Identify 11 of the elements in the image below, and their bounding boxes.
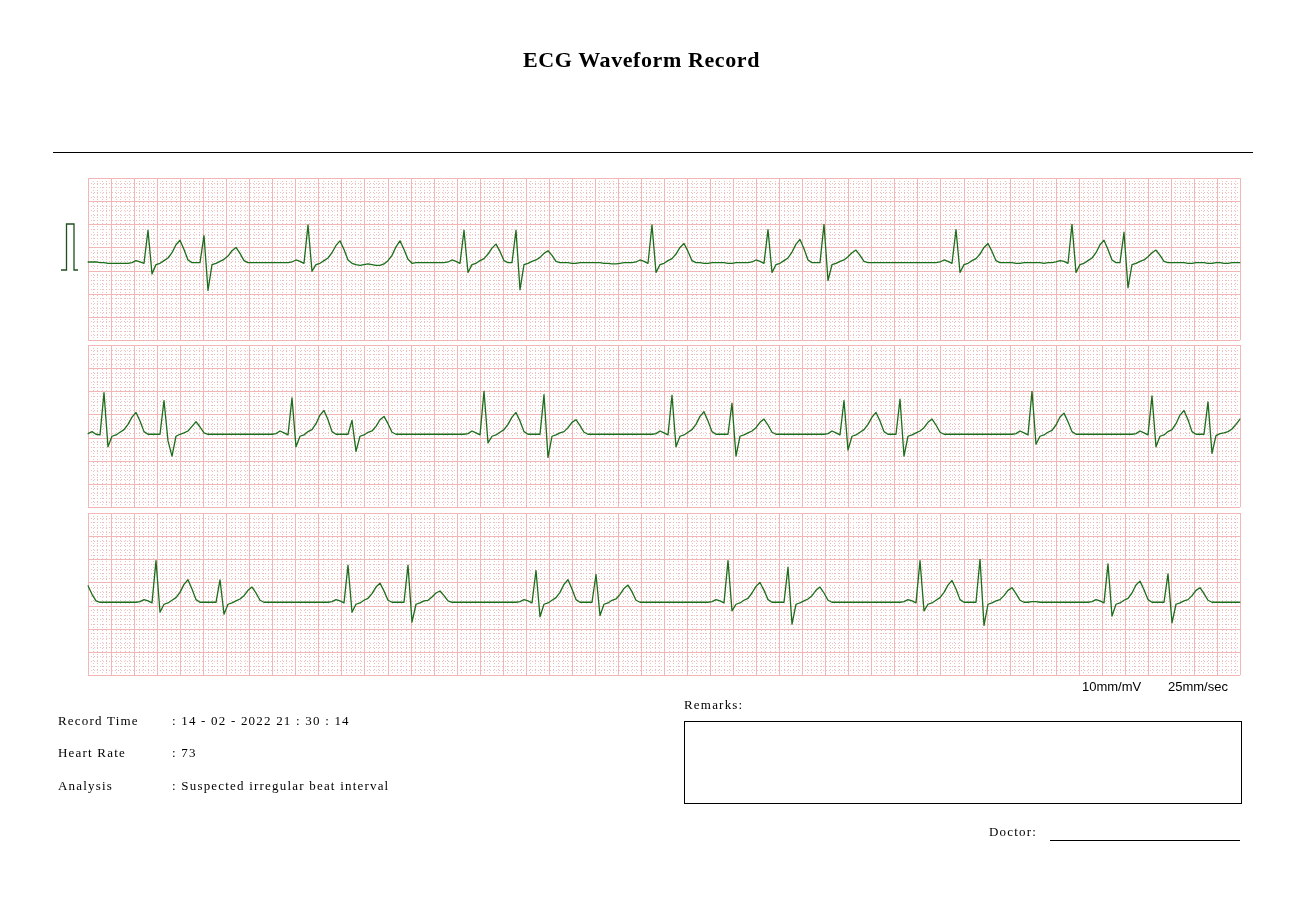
chart-title: ECG Waveform Record [521,47,762,73]
text: Doctor: [989,824,1038,840]
text: : 73 [172,745,197,761]
text: : 14 - 02 - 2022 21 : 30 : 14 [172,713,350,729]
text: 10mm/mV [1082,679,1142,695]
text: Analysis [58,778,114,794]
text: : Suspected irregular beat interval [172,778,390,794]
text: Heart Rate [58,745,126,761]
text: Record Time [58,713,139,729]
text: 25mm/sec [1168,679,1228,695]
text: Remarks: [684,697,744,713]
